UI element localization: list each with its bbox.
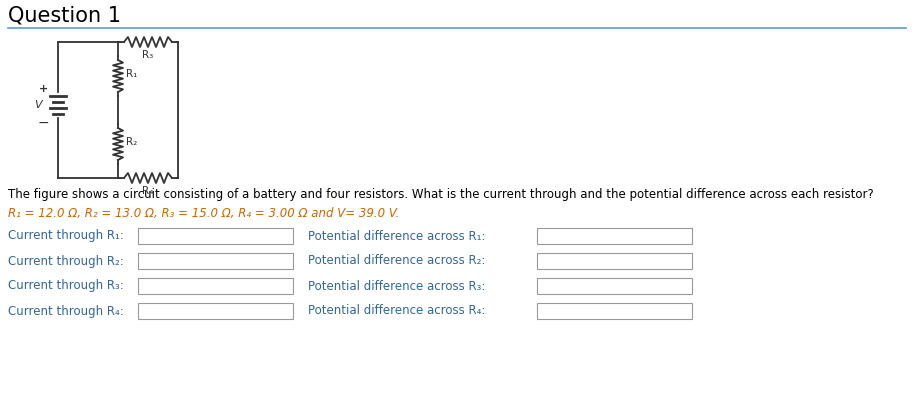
Bar xyxy=(138,228,293,244)
Text: +: + xyxy=(38,84,48,94)
Bar xyxy=(537,303,692,319)
Text: R₁ = 12.0 Ω, R₂ = 13.0 Ω, R₃ = 15.0 Ω, R₄ = 3.00 Ω and V= 39.0 V.: R₁ = 12.0 Ω, R₂ = 13.0 Ω, R₃ = 15.0 Ω, R… xyxy=(8,207,399,220)
Bar xyxy=(138,303,293,319)
Text: Potential difference across R₂:: Potential difference across R₂: xyxy=(308,254,485,267)
Text: V: V xyxy=(34,100,42,110)
Text: −: − xyxy=(37,116,48,130)
Bar xyxy=(138,278,293,294)
Text: Potential difference across R₄:: Potential difference across R₄: xyxy=(308,305,485,318)
Text: The figure shows a circuit consisting of a battery and four resistors. What is t: The figure shows a circuit consisting of… xyxy=(8,188,874,201)
Text: Current through R₁:: Current through R₁: xyxy=(8,230,124,243)
Text: Question 1: Question 1 xyxy=(8,6,121,26)
Text: Current through R₄:: Current through R₄: xyxy=(8,305,123,318)
Text: R₄: R₄ xyxy=(143,186,154,196)
Text: Potential difference across R₃:: Potential difference across R₃: xyxy=(308,279,485,292)
Bar xyxy=(537,253,692,269)
Text: R₁: R₁ xyxy=(126,69,137,79)
Text: Current through R₂:: Current through R₂: xyxy=(8,254,123,267)
Text: R₂: R₂ xyxy=(126,137,137,147)
Text: Current through R₃:: Current through R₃: xyxy=(8,279,123,292)
Bar xyxy=(537,228,692,244)
Text: Potential difference across R₁:: Potential difference across R₁: xyxy=(308,230,485,243)
Text: R₃: R₃ xyxy=(143,50,154,60)
Bar xyxy=(138,253,293,269)
Bar xyxy=(537,278,692,294)
